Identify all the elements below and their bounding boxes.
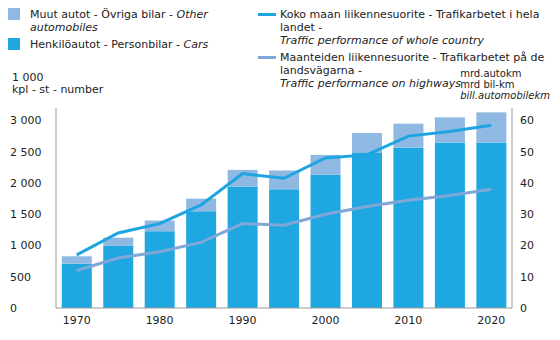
html-text:Maanteiden liikennesuorite - T: Maanteiden liikennesuorite - Trafikarbet… bbox=[280, 51, 545, 77]
svg-text:0: 0 bbox=[520, 302, 527, 315]
svg-text:1 000: 1 000 bbox=[10, 239, 42, 252]
svg-text:1990: 1990 bbox=[229, 314, 257, 327]
svg-text:500: 500 bbox=[10, 271, 31, 284]
svg-text:20: 20 bbox=[520, 239, 534, 252]
svg-text:1970: 1970 bbox=[63, 314, 91, 327]
html-text:mrd bil-km: mrd bil-km bbox=[460, 79, 515, 90]
html-text:Traffic performance of whole c: Traffic performance of whole country bbox=[280, 34, 484, 47]
svg-text:2 500: 2 500 bbox=[10, 146, 42, 159]
svg-text:60: 60 bbox=[520, 114, 534, 127]
html-text:kpl - st - number: kpl - st - number bbox=[12, 83, 104, 96]
svg-text:3 000: 3 000 bbox=[10, 114, 42, 127]
svg-text:30: 30 bbox=[520, 208, 534, 221]
html-text:Henkilöautot - Personbilar - C: Henkilöautot - Personbilar - Cars bbox=[30, 38, 209, 51]
html-text:Koko maan liikennesuorite - Tr: Koko maan liikennesuorite - Trafikarbete… bbox=[280, 8, 540, 34]
svg-text:2 000: 2 000 bbox=[10, 177, 42, 190]
svg-text:10: 10 bbox=[520, 271, 534, 284]
svg-text:2000: 2000 bbox=[311, 314, 339, 327]
svg-text:1 500: 1 500 bbox=[10, 208, 42, 221]
html-text:1 000: 1 000 bbox=[12, 71, 44, 84]
svg-text:40: 40 bbox=[520, 177, 534, 190]
svg-text:1980: 1980 bbox=[146, 314, 174, 327]
svg-text:0: 0 bbox=[10, 302, 17, 315]
svg-text:50: 50 bbox=[520, 146, 534, 159]
html-text:Traffic performance on highway: Traffic performance on highways bbox=[280, 77, 461, 90]
svg-text:2020: 2020 bbox=[477, 314, 505, 327]
html-text:Muut autot - Övriga bilar - Ot: Muut autot - Övriga bilar - Other automo… bbox=[30, 8, 208, 34]
html-text:mrd.autokm: mrd.autokm bbox=[460, 68, 522, 79]
html-text:bill.automobilekm: bill.automobilekm bbox=[460, 90, 550, 101]
svg-text:2010: 2010 bbox=[394, 314, 422, 327]
